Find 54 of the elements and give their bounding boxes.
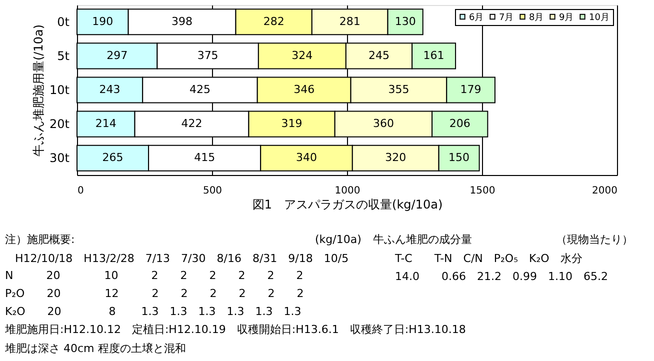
data-label: 281 bbox=[339, 14, 360, 28]
legend-label: 6月 bbox=[469, 12, 484, 23]
text: T-C T-N C/N P₂O₅ K₂O 水分 bbox=[394, 252, 582, 265]
data-label: 375 bbox=[197, 48, 218, 62]
y-tick-label: 20t bbox=[50, 117, 70, 132]
text: 14.0 0.66 21.2 0.99 1.10 65.2 bbox=[395, 270, 608, 283]
data-label: 415 bbox=[194, 151, 216, 164]
data-label: 320 bbox=[385, 151, 406, 164]
text: 牛ふん堆肥の成分量 bbox=[373, 233, 472, 246]
text: K₂O 20 8 1.3 1.3 1.3 1.3 1.3 1.3 bbox=[5, 305, 302, 318]
text: (kg/10a) bbox=[315, 233, 362, 246]
legend-label: 9月 bbox=[559, 12, 574, 23]
text: P₂O 20 12 2 2 2 2 2 2 bbox=[5, 287, 304, 300]
text: H12/10/18 H13/2/28 7/13 7/30 8/16 8/31 9/18 10/5 bbox=[15, 252, 349, 265]
x-tick-label: 0 bbox=[78, 186, 84, 196]
legend-label: 8月 bbox=[529, 12, 544, 23]
data-label: 340 bbox=[296, 151, 317, 164]
data-label: 243 bbox=[99, 83, 120, 96]
data-label: 425 bbox=[189, 83, 210, 96]
data-label: 355 bbox=[388, 83, 410, 96]
legend-label: 10月 bbox=[589, 12, 610, 23]
data-label: 161 bbox=[423, 48, 444, 62]
data-label: 214 bbox=[95, 117, 116, 130]
data-label: 346 bbox=[294, 83, 315, 96]
text: （現物当たり） bbox=[556, 233, 633, 246]
y-tick-label: 10t bbox=[50, 83, 70, 97]
legend-label: 7月 bbox=[499, 12, 514, 23]
y-tick-label: 0t bbox=[57, 14, 70, 29]
x-tick-label: 1500 bbox=[470, 186, 496, 196]
y-tick-label: 30t bbox=[50, 151, 70, 166]
data-label: 319 bbox=[281, 117, 302, 130]
data-label: 150 bbox=[448, 151, 470, 164]
x-tick-label: 2000 bbox=[592, 186, 618, 196]
y-tick-label: 5t bbox=[57, 48, 70, 63]
data-label: 282 bbox=[263, 14, 284, 28]
x-tick-label: 500 bbox=[202, 186, 222, 196]
data-label: 360 bbox=[372, 117, 394, 130]
text: 注）施肥概要: bbox=[5, 233, 75, 246]
text: 堆肥は深さ 40cm 程度の土壌と混和 bbox=[4, 342, 186, 355]
data-label: 422 bbox=[181, 117, 202, 130]
data-label: 398 bbox=[172, 14, 193, 28]
x-tick-label: 1000 bbox=[334, 186, 360, 196]
text: N 20 10 2 2 2 2 2 2 bbox=[5, 269, 304, 282]
data-label: 324 bbox=[292, 48, 313, 62]
y-axis-title: 牛ふん堆肥施用量(/10a) bbox=[32, 24, 46, 157]
data-label: 265 bbox=[102, 151, 124, 164]
data-label: 130 bbox=[394, 14, 416, 28]
data-label: 190 bbox=[92, 14, 114, 28]
data-label: 179 bbox=[460, 83, 482, 96]
data-label: 206 bbox=[449, 117, 470, 130]
x-axis-title: 図1 アスパラガスの収量(kg/10a) bbox=[252, 198, 443, 212]
data-label: 245 bbox=[368, 48, 390, 62]
data-label: 297 bbox=[106, 48, 128, 62]
text: 堆肥施用日:H12.10.12 定植日:H12.10.19 収穫開始日:H13.6.1 収穫終了日:H13.10.18 bbox=[4, 323, 466, 336]
